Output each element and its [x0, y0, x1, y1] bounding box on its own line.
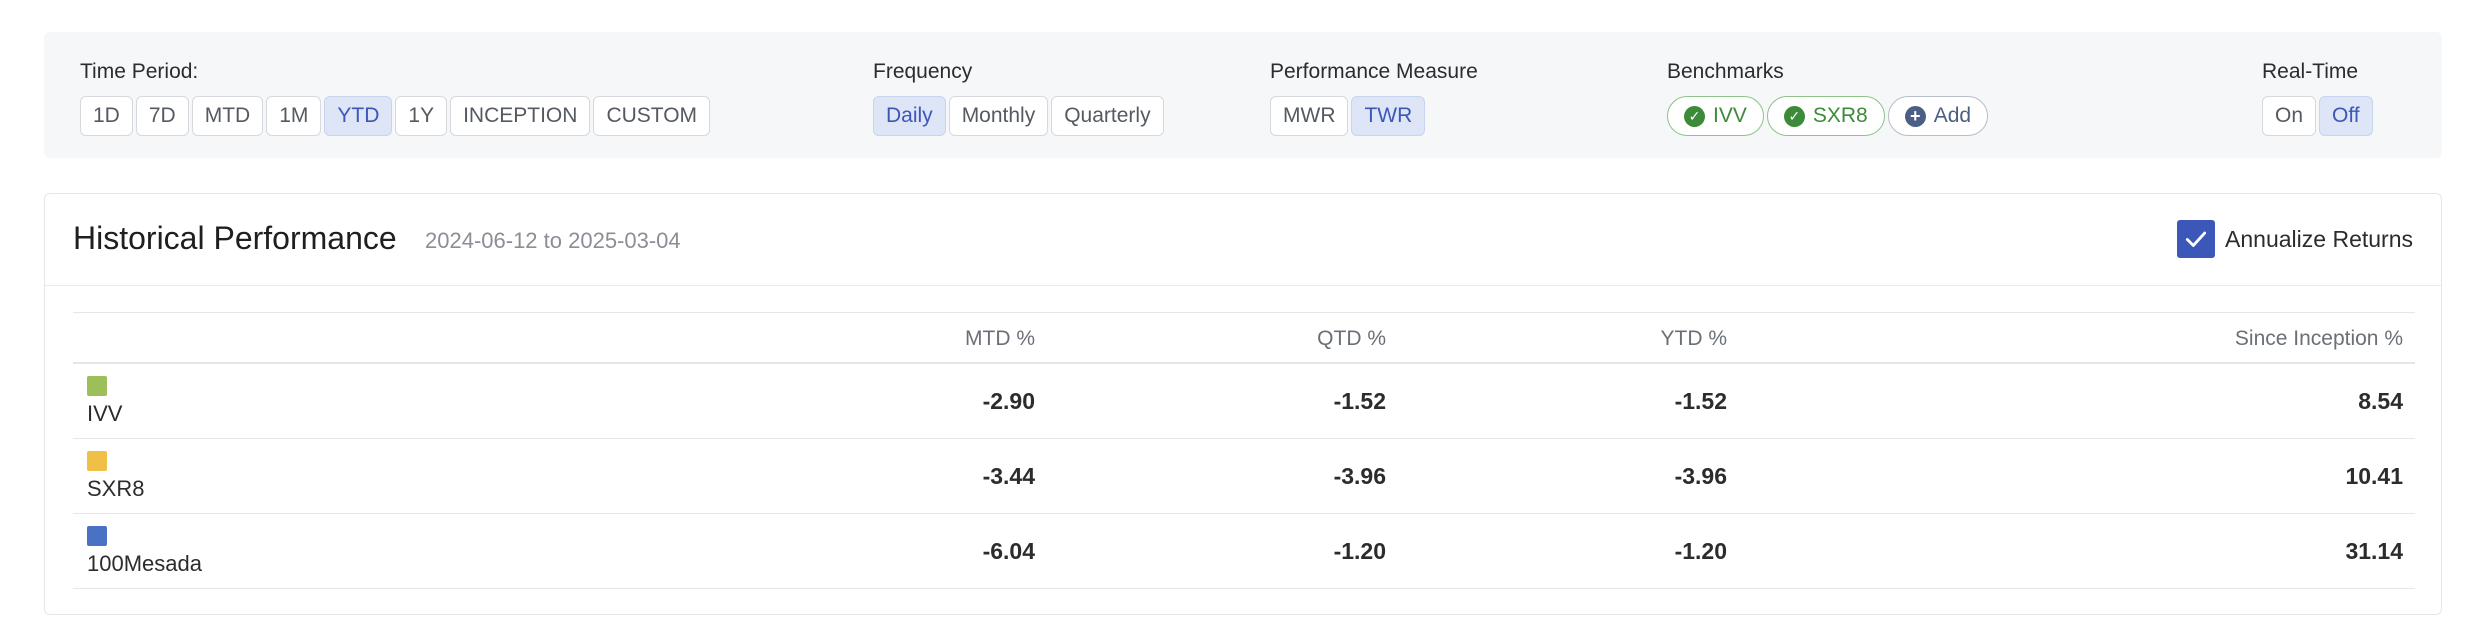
measure-twr-button[interactable]: TWR [1351, 96, 1426, 136]
benchmarks-label: Benchmarks [1667, 60, 1784, 83]
header-ytd[interactable]: YTD % [1660, 327, 1727, 350]
real-time-off-button[interactable]: Off [2319, 96, 2373, 136]
frequency-daily-button[interactable]: Daily [873, 96, 946, 136]
time-period-group: Time Period: 1D 7D MTD 1M YTD 1Y INCEPTI… [80, 60, 711, 136]
cell-qtd: -3.96 [1333, 463, 1386, 489]
cell-since-inception: 8.54 [2358, 388, 2403, 414]
time-period-mtd-button[interactable]: MTD [191, 96, 264, 136]
cell-qtd: -1.20 [1333, 538, 1386, 564]
table-row: IVV -2.90 -1.52 -1.52 8.54 [73, 364, 2415, 439]
cell-mtd: -3.44 [982, 463, 1035, 489]
row-name: IVV [87, 401, 123, 426]
time-period-1d-button[interactable]: 1D [80, 96, 133, 136]
plus-circle-icon: + [1904, 105, 1926, 127]
header-since-inception[interactable]: Since Inception % [2234, 327, 2403, 350]
header-mtd[interactable]: MTD % [965, 327, 1035, 350]
series-color-swatch [87, 451, 107, 471]
frequency-monthly-button[interactable]: Monthly [948, 96, 1049, 136]
cell-mtd: -6.04 [982, 538, 1035, 564]
table-row: 100Mesada -6.04 -1.20 -1.20 31.14 [73, 514, 2415, 589]
table-row: SXR8 -3.44 -3.96 -3.96 10.41 [73, 439, 2415, 514]
card-title: Historical Performance [73, 220, 397, 256]
measure-mwr-button[interactable]: MWR [1270, 96, 1349, 136]
row-name: 100Mesada [87, 551, 202, 576]
filter-bar: Time Period: 1D 7D MTD 1M YTD 1Y INCEPTI… [44, 32, 2442, 158]
frequency-label: Frequency [873, 60, 973, 83]
time-period-1y-button[interactable]: 1Y [395, 96, 448, 136]
performance-measure-label: Performance Measure [1270, 60, 1478, 83]
time-period-label: Time Period: [80, 60, 199, 83]
table-header: MTD % QTD % YTD % Since Inception % [73, 312, 2415, 364]
cell-mtd: -2.90 [982, 388, 1035, 414]
real-time-label: Real-Time [2262, 60, 2359, 83]
date-range: 2024-06-12 to 2025-03-04 [425, 228, 681, 253]
real-time-on-button[interactable]: On [2262, 96, 2317, 136]
time-period-1m-button[interactable]: 1M [266, 96, 322, 136]
performance-table: MTD % QTD % YTD % Since Inception % IVV … [73, 312, 2415, 589]
checkmark-icon [2185, 231, 2207, 247]
check-circle-icon: ✓ [1783, 105, 1805, 127]
cell-ytd: -1.20 [1674, 538, 1727, 564]
time-period-7d-button[interactable]: 7D [135, 96, 189, 136]
frequency-quarterly-button[interactable]: Quarterly [1051, 96, 1164, 136]
card-header: Historical Performance 2024-06-12 to 202… [45, 194, 2441, 286]
real-time-group: Real-Time On Off [2262, 60, 2373, 136]
add-benchmark-label: Add [1933, 104, 1972, 127]
frequency-group: Frequency Daily Monthly Quarterly [873, 60, 1164, 136]
time-period-custom-button[interactable]: CUSTOM [593, 96, 711, 136]
row-name: SXR8 [87, 476, 145, 501]
performance-measure-group: Performance Measure MWR TWR [1270, 60, 1478, 136]
header-qtd[interactable]: QTD % [1317, 327, 1386, 350]
cell-ytd: -1.52 [1674, 388, 1727, 414]
time-period-inception-button[interactable]: INCEPTION [450, 96, 591, 136]
check-circle-icon: ✓ [1684, 105, 1705, 127]
series-color-swatch [87, 376, 107, 396]
benchmark-sxr8-label: SXR8 [1812, 104, 1868, 127]
series-color-swatch [87, 526, 107, 546]
add-benchmark-button[interactable]: + Add [1887, 96, 1989, 136]
annualize-returns-toggle[interactable]: Annualize Returns [2177, 220, 2413, 258]
cell-qtd: -1.52 [1333, 388, 1386, 414]
cell-since-inception: 10.41 [2345, 463, 2403, 489]
cell-since-inception: 31.14 [2345, 538, 2403, 564]
benchmark-ivv-chip[interactable]: ✓ IVV [1667, 96, 1764, 136]
time-period-ytd-button[interactable]: YTD [324, 96, 393, 136]
benchmark-sxr8-chip[interactable]: ✓ SXR8 [1766, 96, 1885, 136]
annualize-checkbox[interactable] [2177, 220, 2216, 258]
annualize-label: Annualize Returns [2225, 225, 2413, 252]
benchmarks-group: Benchmarks ✓ IVV ✓ SXR8 + Add [1667, 60, 1989, 136]
benchmark-ivv-label: IVV [1713, 104, 1747, 127]
cell-ytd: -3.96 [1674, 463, 1727, 489]
historical-performance-card: Historical Performance 2024-06-12 to 202… [44, 193, 2442, 615]
